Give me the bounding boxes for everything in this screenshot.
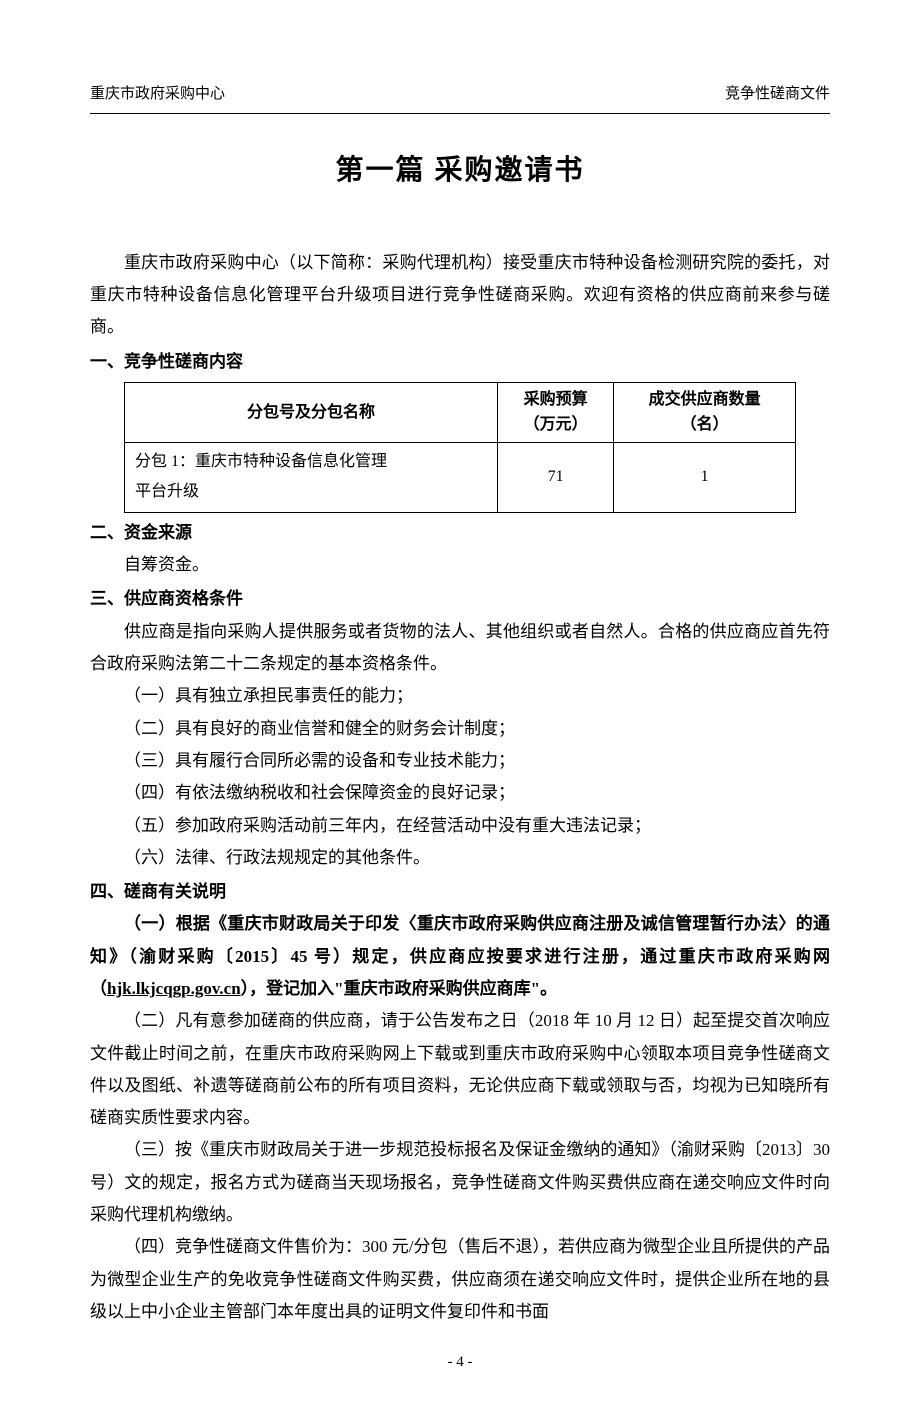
section-2-content: 自筹资金。 <box>90 549 830 581</box>
document-title: 第一篇 采购邀请书 <box>90 144 830 197</box>
section-4-heading: 四、磋商有关说明 <box>90 876 830 908</box>
section-3-item-1: （一）具有独立承担民事责任的能力； <box>90 680 830 712</box>
table-cell-package: 分包 1：重庆市特种设备信息化管理 平台升级 <box>125 443 498 513</box>
page-header: 重庆市政府采购中心 竞争性磋商文件 <box>90 80 830 114</box>
section-4-item-1: （一）根据《重庆市财政局关于印发〈重庆市政府采购供应商注册及诚信管理暂行办法〉的… <box>90 908 830 1005</box>
section-3-item-3: （三）具有履行合同所必需的设备和专业技术能力； <box>90 745 830 777</box>
section-3-intro: 供应商是指向采购人提供服务或者货物的法人、其他组织或者自然人。合格的供应商应首先… <box>90 616 830 681</box>
table-header-budget: 采购预算 （万元） <box>498 382 614 442</box>
section-3-item-5: （五）参加政府采购活动前三年内，在经营活动中没有重大违法记录； <box>90 810 830 842</box>
section-2-heading: 二、资金来源 <box>90 517 830 549</box>
section-1-heading: 一、竞争性磋商内容 <box>90 346 830 378</box>
intro-paragraph: 重庆市政府采购中心（以下简称：采购代理机构）接受重庆市特种设备检测研究院的委托，… <box>90 247 830 344</box>
section-3-item-6: （六）法律、行政法规规定的其他条件。 <box>90 842 830 874</box>
procurement-table: 分包号及分包名称 采购预算 （万元） 成交供应商数量 （名） 分包 1：重庆市特… <box>124 382 796 513</box>
section-3-item-4: （四）有依法缴纳税收和社会保障资金的良好记录； <box>90 777 830 809</box>
section-3-heading: 三、供应商资格条件 <box>90 583 830 615</box>
page-number: - 4 - <box>90 1348 830 1377</box>
header-left: 重庆市政府采购中心 <box>90 80 225 109</box>
section-3-item-2: （二）具有良好的商业信誉和健全的财务会计制度； <box>90 713 830 745</box>
section-4-item-2: （二）凡有意参加磋商的供应商，请于公告发布之日（2018 年 10 月 12 日… <box>90 1005 830 1134</box>
gov-procurement-url: hjk.lkjcqgp.gov.cn <box>107 979 241 998</box>
table-header-count: 成交供应商数量 （名） <box>614 382 796 442</box>
table-cell-count: 1 <box>614 443 796 513</box>
table-cell-budget: 71 <box>498 443 614 513</box>
section-4-item-3: （三）按《重庆市财政局关于进一步规范投标报名及保证金缴纳的通知》（渝财采购〔20… <box>90 1134 830 1231</box>
section-4-item-4: （四）竞争性磋商文件售价为：300 元/分包（售后不退），若供应商为微型企业且所… <box>90 1231 830 1328</box>
table-row: 分包 1：重庆市特种设备信息化管理 平台升级 71 1 <box>125 443 796 513</box>
table-header-package: 分包号及分包名称 <box>125 382 498 442</box>
table-header-row: 分包号及分包名称 采购预算 （万元） 成交供应商数量 （名） <box>125 382 796 442</box>
header-right: 竞争性磋商文件 <box>725 80 830 109</box>
